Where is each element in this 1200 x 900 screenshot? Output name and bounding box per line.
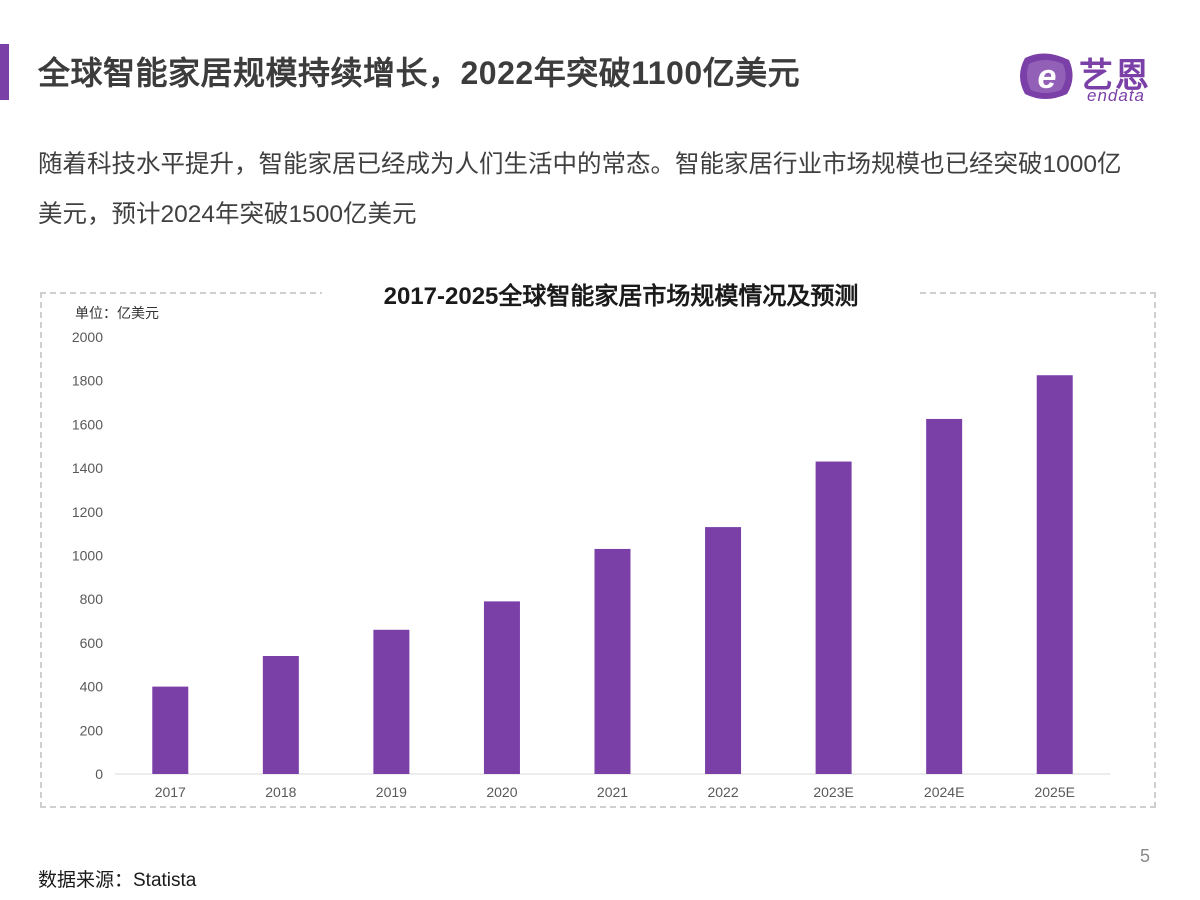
x-tick-label: 2021 [597,784,628,800]
bar-2017 [152,686,189,774]
svg-text:e: e [1038,58,1057,96]
bar-2020 [483,601,520,774]
endata-logo-icon: e [1020,53,1073,99]
y-tick-label: 200 [80,722,104,738]
y-tick-label: 2000 [72,329,103,345]
logo-english-text: endata [1087,86,1145,105]
y-tick-label: 1000 [72,548,103,564]
y-tick-label: 0 [95,766,103,782]
bar-2019 [373,629,410,774]
x-tick-label: 2022 [707,784,738,800]
x-tick-label: 2024E [924,784,964,800]
x-tick-label: 2019 [376,784,407,800]
x-tick-label: 2025E [1034,784,1074,800]
y-tick-label: 1600 [72,416,103,432]
x-tick-label: 2020 [486,784,517,800]
x-tick-label: 2023E [813,784,853,800]
bar-2022 [705,527,742,774]
y-tick-label: 400 [80,679,104,695]
bar-2021 [594,548,631,774]
bar-2025E [1036,375,1073,774]
chart-unit-label: 单位：亿美元 [75,305,159,321]
page-title: 全球智能家居规模持续增长，2022年突破1100亿美元 [38,55,801,91]
y-tick-label: 600 [80,635,104,651]
x-tick-label: 2017 [155,784,186,800]
bar-2023E [815,461,852,774]
page-number: 5 [1140,846,1151,866]
brand-logo: e 艺恩 endata [1015,48,1165,108]
x-tick-label: 2018 [265,784,296,800]
data-source: 数据来源：Statista [38,870,197,891]
y-tick-label: 1800 [72,373,103,389]
y-tick-label: 1200 [72,504,103,520]
bar-2024E [926,418,963,774]
y-tick-label: 800 [80,591,104,607]
y-tick-label: 1400 [72,460,103,476]
intro-paragraph: 随着科技水平提升，智能家居已经成为人们生活中的常态。智能家居行业市场规模也已经突… [38,151,1122,228]
logo-chinese-text: 艺恩 [1079,57,1151,95]
title-accent-bar [0,44,9,100]
chart-title: 2017-2025全球智能家居市场规模情况及预测 [322,278,920,316]
bar-2018 [262,656,299,774]
bar-chart: 0 200 400 600 800 1000 1200 1400 1600 1800 2000 201… [72,329,1110,800]
